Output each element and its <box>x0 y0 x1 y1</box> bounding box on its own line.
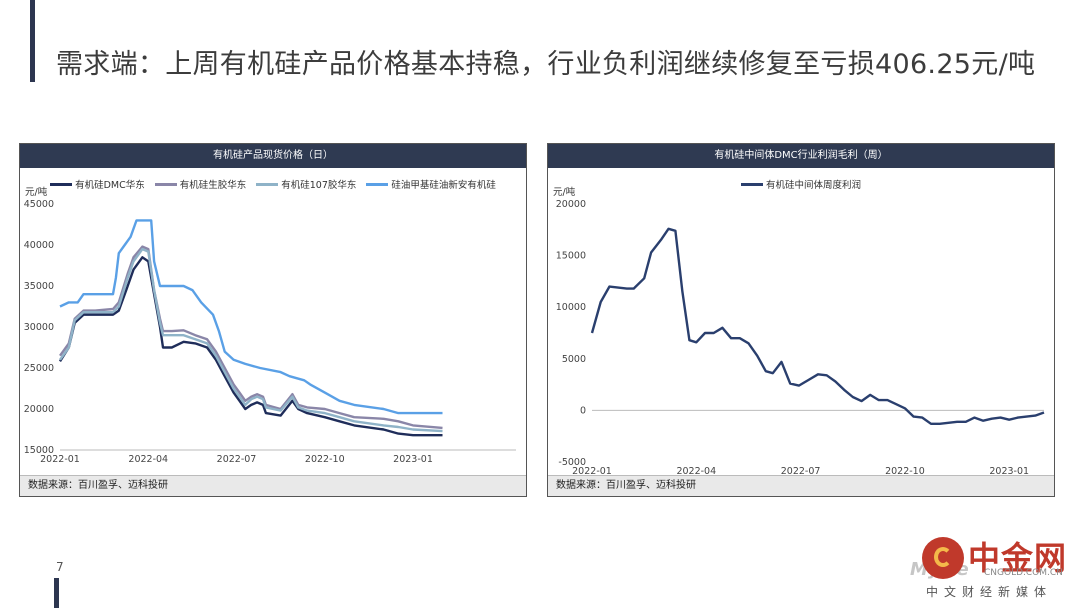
price-chart-plot: 15000 20000 25000 30000 35000 40000 45000 2022-… <box>24 199 516 465</box>
series-line <box>59 247 443 433</box>
y-tick-label: 30000 <box>24 322 54 333</box>
legend-swatch <box>50 182 73 186</box>
logo-url: CNGOLD.COM.CN <box>984 568 1063 578</box>
legend-swatch <box>256 182 279 186</box>
series-line <box>59 219 443 415</box>
legend-item-silicone-oil: 硅油甲基硅油新安有机硅 <box>366 177 496 191</box>
chart-title: 有机硅产品现货价格（日） <box>20 144 526 168</box>
y-tick-label: 20000 <box>24 404 54 415</box>
x-tick-label: 2022-10 <box>305 454 345 465</box>
series-line <box>58 256 443 437</box>
legend-item-raw-gum: 有机硅生胶华东 <box>154 177 247 191</box>
profit-chart-panel: 有机硅中间体DMC行业利润毛利（周） 有机硅中间体周度利润 元/吨 -5000 0… <box>547 143 1055 497</box>
y-tick-label: 45000 <box>24 199 54 210</box>
logo-tagline: 中文财经新媒体 <box>926 585 1053 599</box>
profit-chart-plot: -5000 0 5000 10000 15000 20000 2022-01 2022-04 2… <box>556 199 1045 474</box>
page-number: 7 <box>56 560 64 574</box>
y-tick-label: 20000 <box>556 199 586 210</box>
legend-swatch <box>366 182 389 186</box>
cngold-logo: Mycle 中金网 CNGOLD.COM.CN 中文财经新媒体 <box>910 537 1076 603</box>
data-source: 数据来源：百川盈孚、迈科投研 <box>20 475 526 496</box>
series-line <box>59 245 443 430</box>
x-tick-label: 2022-10 <box>885 466 925 474</box>
y-axis-unit: 元/吨 <box>25 187 48 198</box>
page-title: 需求端：上周有机硅产品价格基本持稳，行业负利润继续修复至亏损406.25元/吨 <box>56 49 1036 80</box>
legend-swatch <box>154 182 177 186</box>
legend-label: 有机硅生胶华东 <box>179 180 247 191</box>
price-chart-panel: 有机硅产品现货价格（日） 有机硅DMC华东 有机硅生胶华东 有机硅107胶华东 … <box>19 143 527 497</box>
y-tick-label: 15000 <box>24 445 54 456</box>
x-tick-label: 2023-01 <box>393 454 433 465</box>
legend-item-profit: 有机硅中间体周度利润 <box>740 177 861 191</box>
y-tick-label: 0 <box>580 405 586 416</box>
y-tick-label: 15000 <box>556 251 586 262</box>
legend-label: 硅油甲基硅油新安有机硅 <box>391 180 496 191</box>
y-tick-label: 5000 <box>562 354 586 365</box>
x-tick-label: 2022-01 <box>40 454 80 465</box>
legend-label: 有机硅DMC华东 <box>75 180 145 191</box>
y-tick-label: 10000 <box>556 302 586 313</box>
legend-label: 有机硅107胶华东 <box>281 180 357 191</box>
y-tick-label: -5000 <box>558 457 586 468</box>
y-tick-label: 25000 <box>24 363 54 374</box>
accent-bar <box>30 0 35 82</box>
x-tick-label: 2022-07 <box>217 454 257 465</box>
x-tick-label: 2022-07 <box>781 466 821 474</box>
y-tick-label: 35000 <box>24 281 54 292</box>
x-tick-label: 2023-01 <box>989 466 1029 474</box>
series-line <box>590 227 1045 425</box>
legend-item-107-gum: 有机硅107胶华东 <box>256 177 356 191</box>
data-source: 数据来源：百川盈孚、迈科投研 <box>548 475 1054 496</box>
chart-title: 有机硅中间体DMC行业利润毛利（周） <box>548 144 1054 168</box>
y-tick-label: 40000 <box>24 240 54 251</box>
y-axis-unit: 元/吨 <box>553 187 576 198</box>
logo-name: 中金网 <box>968 539 1068 577</box>
legend-item-dmc: 有机硅DMC华东 <box>50 177 145 191</box>
x-tick-label: 2022-04 <box>128 454 168 465</box>
legend-swatch <box>740 182 763 186</box>
chart-legend: 有机硅DMC华东 有机硅生胶华东 有机硅107胶华东 硅油甲基硅油新安有机硅 <box>20 177 526 191</box>
legend-label: 有机硅中间体周度利润 <box>765 180 861 191</box>
x-tick-label: 2022-01 <box>572 466 612 474</box>
x-tick-label: 2022-04 <box>676 466 716 474</box>
accent-bar-bottom <box>54 578 59 608</box>
logo-icon <box>922 537 964 579</box>
chart-legend: 有机硅中间体周度利润 <box>548 177 1054 191</box>
